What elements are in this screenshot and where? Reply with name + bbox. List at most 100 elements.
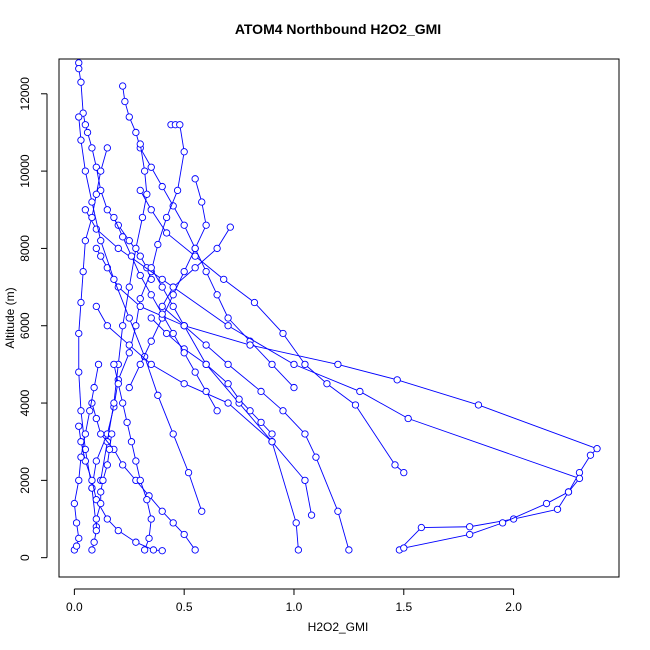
data-point [154, 391, 162, 399]
series-segment [249, 344, 338, 365]
data-point [77, 407, 85, 415]
series-segment [80, 410, 86, 450]
data-point [136, 186, 144, 195]
data-point [202, 221, 210, 229]
series-segment [78, 457, 82, 481]
data-point [466, 523, 474, 531]
x-tick-label: 0.0 [66, 600, 83, 614]
series-segment [183, 248, 196, 272]
series-segment [157, 395, 174, 435]
data-point [334, 360, 342, 369]
data-point [191, 244, 199, 253]
data-point [224, 314, 232, 322]
series-segment [95, 433, 108, 462]
series-segment [408, 418, 580, 479]
series-segment [183, 352, 196, 373]
data-point [169, 329, 177, 338]
series-14 [75, 422, 166, 555]
data-point [70, 499, 79, 508]
x-tick-label: 0.5 [176, 600, 193, 614]
data-point [158, 283, 166, 291]
series-segment [304, 480, 312, 516]
data-point [191, 546, 199, 554]
series-segment [194, 371, 207, 392]
series-6 [158, 223, 353, 554]
series-segment [80, 433, 86, 458]
series-segment [172, 267, 196, 288]
data-point [173, 186, 182, 195]
series-segment [315, 456, 339, 512]
data-point [191, 368, 199, 376]
series-segment [227, 402, 273, 443]
series-segment [161, 313, 174, 334]
data-point [125, 349, 133, 357]
series-segment [355, 404, 396, 466]
data-point [224, 399, 232, 407]
data-point [110, 213, 118, 222]
data-point [97, 167, 105, 175]
data-point [97, 430, 105, 438]
data-point [90, 383, 98, 392]
data-point [92, 302, 100, 311]
series-segment [139, 275, 152, 296]
data-point [125, 341, 133, 349]
series-segment [201, 201, 207, 226]
series-segment [205, 271, 218, 295]
data-point [90, 538, 98, 546]
series-13 [88, 399, 199, 554]
series-segment [205, 344, 229, 365]
data-point [391, 461, 399, 469]
data-point [301, 430, 309, 438]
data-point [114, 244, 122, 253]
data-point [466, 530, 474, 539]
data-point [92, 190, 100, 198]
series-segment [73, 480, 80, 504]
data-point [169, 291, 177, 299]
series-segment [161, 186, 174, 207]
data-point [235, 395, 243, 403]
series-segment [113, 279, 130, 319]
data-point [121, 97, 129, 106]
x-tick-label: 2.0 [505, 600, 522, 614]
data-point [132, 538, 140, 546]
data-point [132, 457, 140, 465]
series-7 [136, 186, 408, 477]
data-point [99, 476, 107, 485]
data-point [79, 267, 87, 276]
series-segment [293, 363, 361, 392]
data-point [147, 360, 155, 369]
series-segment [84, 410, 91, 435]
data-point [400, 544, 408, 552]
series-segment [216, 294, 229, 319]
data-point [553, 505, 562, 514]
series-segment [82, 240, 86, 272]
series-18 [110, 360, 155, 554]
series-9 [75, 113, 206, 515]
y-tick-label: 8000 [18, 235, 32, 262]
series-segment [151, 363, 185, 385]
series-segment [144, 171, 148, 195]
series-segment [166, 232, 196, 257]
series-segment [304, 433, 317, 458]
series-16 [88, 430, 116, 554]
data-point [292, 519, 300, 527]
data-point [184, 468, 193, 477]
data-point [586, 451, 595, 459]
data-point [323, 380, 331, 388]
data-point [132, 244, 140, 253]
series-segment [238, 402, 273, 442]
data-point [103, 206, 111, 214]
data-point [147, 163, 155, 171]
series-segment [78, 116, 82, 141]
x-tick-label: 1.0 [286, 600, 303, 614]
series-segment [100, 240, 115, 280]
data-point [132, 128, 140, 137]
data-point [136, 140, 144, 148]
data-point [81, 167, 90, 175]
data-point [92, 244, 100, 253]
data-point [127, 438, 136, 446]
data-point [393, 376, 401, 384]
data-point [136, 360, 144, 369]
series-segment [128, 344, 152, 365]
data-point [77, 78, 85, 86]
